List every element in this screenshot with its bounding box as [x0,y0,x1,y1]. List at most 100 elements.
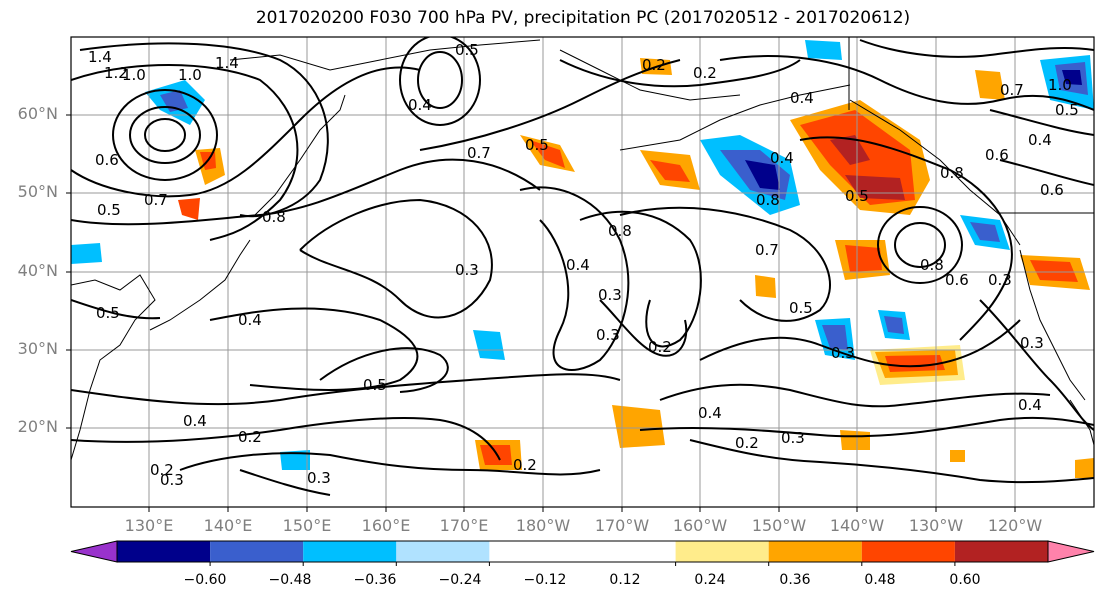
coastline-usa [1019,249,1086,401]
colorbar-segment [768,541,862,562]
colorbar-segment [582,541,676,562]
contour-label: 0.2 [150,461,174,479]
colorbar-tick-label: −0.12 [523,572,567,588]
contour-label: 1.2 [104,64,128,82]
colorbar-segment [489,541,583,562]
contour-label: 0.3 [596,326,620,344]
pv-contour [239,469,331,496]
coastline-japan [149,239,251,331]
contour-label: 1.0 [1048,76,1072,94]
contour-label: 0.5 [363,376,387,394]
colorbar-extend-low [70,540,118,563]
colorbar-tick-label: −0.36 [353,572,397,588]
pv-contour [112,89,218,181]
precip-region [1030,260,1078,282]
contour-label: 0.2 [648,338,672,356]
precip-region [822,325,848,350]
colorbar-tick-label: −0.48 [268,572,312,588]
contour-label: 0.2 [238,428,262,446]
contour-label: 0.5 [789,299,813,317]
pv-contour [689,439,1094,484]
contour-label: 0.4 [408,96,432,114]
precip-region [805,40,842,60]
pv-contour [299,198,493,319]
pv-contour [859,39,1094,58]
lon-label-160w: 160°W [672,516,728,535]
precip-region [280,450,310,470]
colorbar-segment [861,541,955,562]
contour-label: 0.4 [1018,396,1042,414]
pv-contour [719,55,1094,111]
precip-region [178,198,200,220]
map-title: 2017020200 F030 700 hPa PV, precipitatio… [255,8,911,28]
lon-label-170w: 170°W [594,516,650,535]
colorbar-tick-label: 0.24 [694,572,726,588]
contour-label: 0.6 [1040,181,1064,199]
pv-contour [799,136,1013,341]
pv-contour [519,186,630,371]
lat-label-30n: 30°N [17,339,58,358]
lat-label-40n: 40°N [17,261,58,280]
lon-label-150w: 150°W [751,516,807,535]
coastline-mexico [1069,399,1094,446]
colorbar-tick-label: −0.24 [438,572,482,588]
pv-contour [71,417,501,461]
pv-contour [129,106,201,164]
precip-region [745,160,780,190]
precip-region [845,175,905,200]
contour-label: 0.4 [698,404,722,422]
pv-contour [79,42,329,218]
contour-label: 0.3 [455,261,479,279]
contour-label: 0.2 [693,64,717,82]
contour-label: 0.3 [781,429,805,447]
contour-label: 0.4 [183,412,207,430]
coastline-kamchatka [254,94,346,216]
contour-label: 0.4 [1028,131,1052,149]
precipitation-shading [71,40,1094,478]
colorbar-segment [117,541,211,562]
contour-label: 0.6 [945,271,969,289]
precip-region [1062,70,1082,85]
coastline-asia [71,274,156,461]
precip-region [885,355,945,372]
contour-label: 0.5 [525,136,549,154]
colorbar-tick-label: 0.48 [864,572,896,588]
contour-label: 0.3 [1020,334,1044,352]
contour-label: 0.7 [467,144,491,162]
precip-region [830,135,870,165]
pv-contour [639,416,1094,438]
pv-contours [71,37,1094,496]
lon-label-150e: 150°E [282,516,332,535]
pv-contour [979,299,1094,431]
precip-region [950,450,965,462]
coastline-alaska [619,84,851,151]
contour-label: 0.3 [988,271,1012,289]
contour-label: 0.7 [755,241,779,259]
pv-contour [71,299,161,320]
lat-label-50n: 50°N [17,182,58,201]
pv-contour [209,307,419,391]
pv-contour [619,206,831,322]
contour-label: 0.8 [940,164,964,182]
lon-label-130e: 130°E [124,516,174,535]
pv-contour [894,222,946,268]
lon-label-130w: 130°W [908,516,964,535]
pv-contour [399,37,481,126]
contour-label: 0.4 [790,89,814,107]
pv-contour [71,158,541,226]
colorbar-segment [396,541,490,562]
lon-label-140w: 140°W [829,516,885,535]
pv-contour [144,118,186,152]
colorbar-tick-label: 0.12 [609,572,641,588]
colorbar-tick-label: 0.36 [779,572,811,588]
contour-label: 0.6 [95,151,119,169]
contour-label: 0.5 [455,41,479,59]
colorbar-outline [116,540,1049,563]
pv-contour [999,159,1094,186]
lat-label-60n: 60°N [17,104,58,123]
axis-ticks [66,114,1016,512]
colorbar-segment [675,541,769,562]
contour-label: 0.8 [920,256,944,274]
